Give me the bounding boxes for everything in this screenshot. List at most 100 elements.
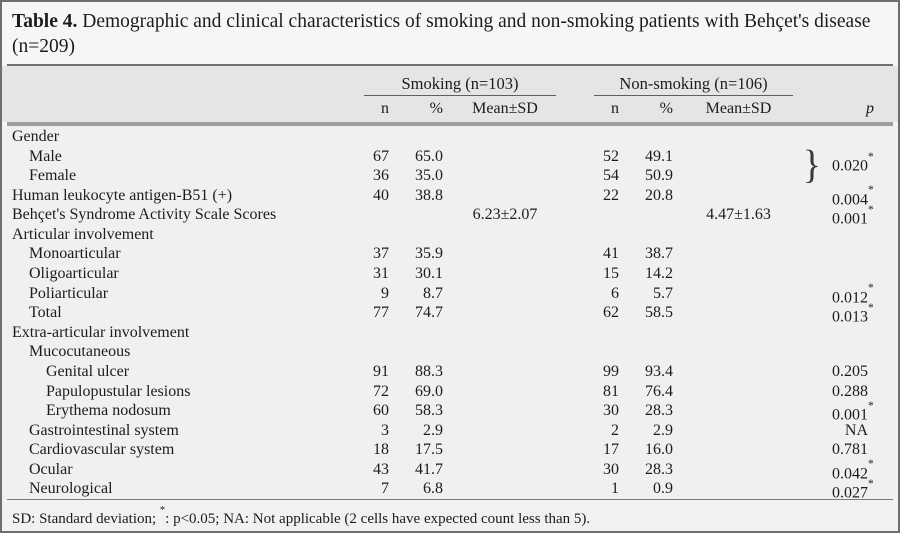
table-row: Behçet's Syndrome Activity Scale Scores … bbox=[12, 204, 888, 228]
smoking-n-cell: 72 bbox=[373, 382, 389, 400]
row-label: Gender bbox=[12, 128, 60, 145]
column-gap bbox=[560, 342, 590, 362]
col-header-nonsmoking-pct: % bbox=[659, 100, 673, 117]
smoking-pct-cell: 69.0 bbox=[415, 382, 443, 400]
row-label: Papulopustular lesions bbox=[46, 382, 191, 400]
p-value-cell: 0.004* bbox=[832, 184, 874, 209]
smoking-n-cell bbox=[360, 127, 394, 147]
nonsmoking-n-cell bbox=[590, 323, 624, 343]
row-label: Neurological bbox=[29, 480, 113, 498]
nonsmoking-meansd-cell bbox=[680, 166, 797, 186]
table-row: Papulopustular lesions 72 69.0 81 76.4 0… bbox=[12, 382, 888, 402]
nonsmoking-pct-cell bbox=[624, 342, 680, 362]
nonsmoking-pct-cell: 28.3 bbox=[645, 460, 673, 478]
nonsmoking-pct-cell: 93.4 bbox=[645, 362, 673, 380]
table-body: Gender Male 67 65.0 52 49.1 Female 36 35… bbox=[2, 126, 898, 502]
nonsmoking-meansd-cell bbox=[680, 479, 797, 503]
nonsmoking-n-cell: 17 bbox=[603, 441, 619, 459]
smoking-meansd-cell bbox=[450, 264, 560, 284]
smoking-meansd-cell bbox=[450, 479, 560, 503]
table-number: Table 4. bbox=[12, 11, 78, 32]
nonsmoking-pct-cell: 5.7 bbox=[653, 284, 673, 302]
col-header-smoking-pct: % bbox=[429, 100, 443, 117]
smoking-pct-cell: 2.9 bbox=[423, 421, 443, 439]
smoking-pct-cell: 38.8 bbox=[415, 186, 443, 204]
nonsmoking-n-cell: 54 bbox=[603, 167, 619, 185]
smoking-pct-cell: 74.7 bbox=[415, 304, 443, 322]
smoking-n-cell: 31 bbox=[373, 265, 389, 283]
nonsmoking-meansd-cell bbox=[680, 323, 797, 343]
curly-brace-icon: } bbox=[802, 142, 821, 188]
nonsmoking-n-cell: 62 bbox=[603, 304, 619, 322]
smoking-n-cell: 67 bbox=[373, 147, 389, 165]
p-value-cell: 0.013* bbox=[832, 301, 874, 326]
p-value-cell: 0.012* bbox=[832, 282, 874, 306]
smoking-pct-cell: 35.9 bbox=[415, 245, 443, 263]
nonsmoking-meansd-cell: 4.47±1.63 bbox=[706, 206, 771, 224]
table-caption-text: Demographic and clinical characteristics… bbox=[12, 11, 871, 57]
row-label: Male bbox=[29, 147, 62, 165]
gender-pvalue-brace-group: } 0.020* bbox=[802, 142, 876, 188]
smoking-meansd-cell bbox=[450, 147, 560, 167]
row-label: Genital ulcer bbox=[46, 362, 130, 380]
nonsmoking-meansd-cell bbox=[680, 127, 797, 147]
nonsmoking-meansd-cell bbox=[680, 362, 797, 382]
smoking-pct-cell bbox=[394, 127, 450, 147]
smoking-meansd-cell bbox=[450, 382, 560, 402]
column-gap bbox=[560, 127, 590, 147]
p-value-cell: 0.001* bbox=[832, 399, 874, 424]
nonsmoking-pct-cell bbox=[624, 127, 680, 147]
smoking-pct-cell: 41.7 bbox=[415, 460, 443, 478]
nonsmoking-meansd-cell bbox=[680, 244, 797, 264]
table-caption: Table 4. Demographic and clinical charac… bbox=[2, 2, 898, 64]
nonsmoking-n-cell: 6 bbox=[611, 284, 619, 302]
table-row: Monoarticular 37 35.9 41 38.7 bbox=[12, 244, 888, 264]
smoking-meansd-cell bbox=[450, 127, 560, 147]
col-header-smoking-n: n bbox=[381, 100, 389, 117]
smoking-n-cell: 43 bbox=[373, 460, 389, 478]
smoking-pct-cell bbox=[394, 323, 450, 343]
group-header-row: Smoking (n=103) Non-smoking (n=106) bbox=[12, 66, 888, 96]
smoking-pct-cell: 65.0 bbox=[415, 147, 443, 165]
nonsmoking-pct-cell: 49.1 bbox=[645, 147, 673, 165]
table-row: Gastrointestinal system 3 2.9 2 2.9 NA bbox=[12, 421, 888, 441]
smoking-pct-cell: 6.8 bbox=[423, 480, 443, 498]
column-gap bbox=[560, 264, 590, 284]
col-header-nonsmoking-meansd: Mean±SD bbox=[705, 100, 772, 117]
nonsmoking-n-cell: 30 bbox=[603, 460, 619, 478]
nonsmoking-n-cell: 2 bbox=[611, 421, 619, 439]
row-label: Erythema nodosum bbox=[46, 402, 171, 420]
table-footnote: SD: Standard deviation; *: p<0.05; NA: N… bbox=[2, 500, 898, 531]
smoking-n-cell: 77 bbox=[373, 304, 389, 322]
nonsmoking-n-cell: 99 bbox=[603, 362, 619, 380]
column-gap bbox=[560, 382, 590, 402]
smoking-n-cell: 40 bbox=[373, 186, 389, 204]
smoking-meansd-cell bbox=[450, 225, 560, 245]
smoking-pct-cell bbox=[394, 225, 450, 245]
column-gap bbox=[560, 147, 590, 167]
smoking-pct-cell: 8.7 bbox=[423, 284, 443, 302]
smoking-n-cell bbox=[360, 342, 394, 362]
footnote-text-pre: SD: Standard deviation; bbox=[12, 511, 160, 527]
p-value-cell: NA bbox=[844, 421, 868, 439]
column-gap bbox=[560, 421, 590, 441]
smoking-n-cell: 91 bbox=[373, 362, 389, 380]
table-row: Genital ulcer 91 88.3 99 93.4 0.205 bbox=[12, 362, 888, 382]
row-label: Monoarticular bbox=[29, 245, 121, 263]
nonsmoking-n-cell bbox=[590, 225, 624, 245]
nonsmoking-n-cell: 41 bbox=[603, 245, 619, 263]
footnote-separator-rule bbox=[7, 499, 893, 500]
nonsmoking-pct-cell: 14.2 bbox=[645, 265, 673, 283]
smoking-pct-cell: 88.3 bbox=[415, 362, 443, 380]
smoking-pct-cell: 35.0 bbox=[415, 167, 443, 185]
smoking-meansd-cell bbox=[450, 244, 560, 264]
smoking-meansd-cell bbox=[450, 323, 560, 343]
nonsmoking-pct-cell bbox=[624, 225, 680, 245]
table-row: Cardiovascular system 18 17.5 17 16.0 0.… bbox=[12, 440, 888, 460]
smoking-pct-cell: 17.5 bbox=[415, 441, 443, 459]
smoking-meansd-cell bbox=[450, 166, 560, 186]
nonsmoking-meansd-cell bbox=[680, 421, 797, 441]
smoking-n-cell bbox=[360, 225, 394, 245]
table-row: Articular involvement bbox=[12, 225, 888, 245]
group-header-smoking: Smoking (n=103) bbox=[364, 74, 556, 96]
